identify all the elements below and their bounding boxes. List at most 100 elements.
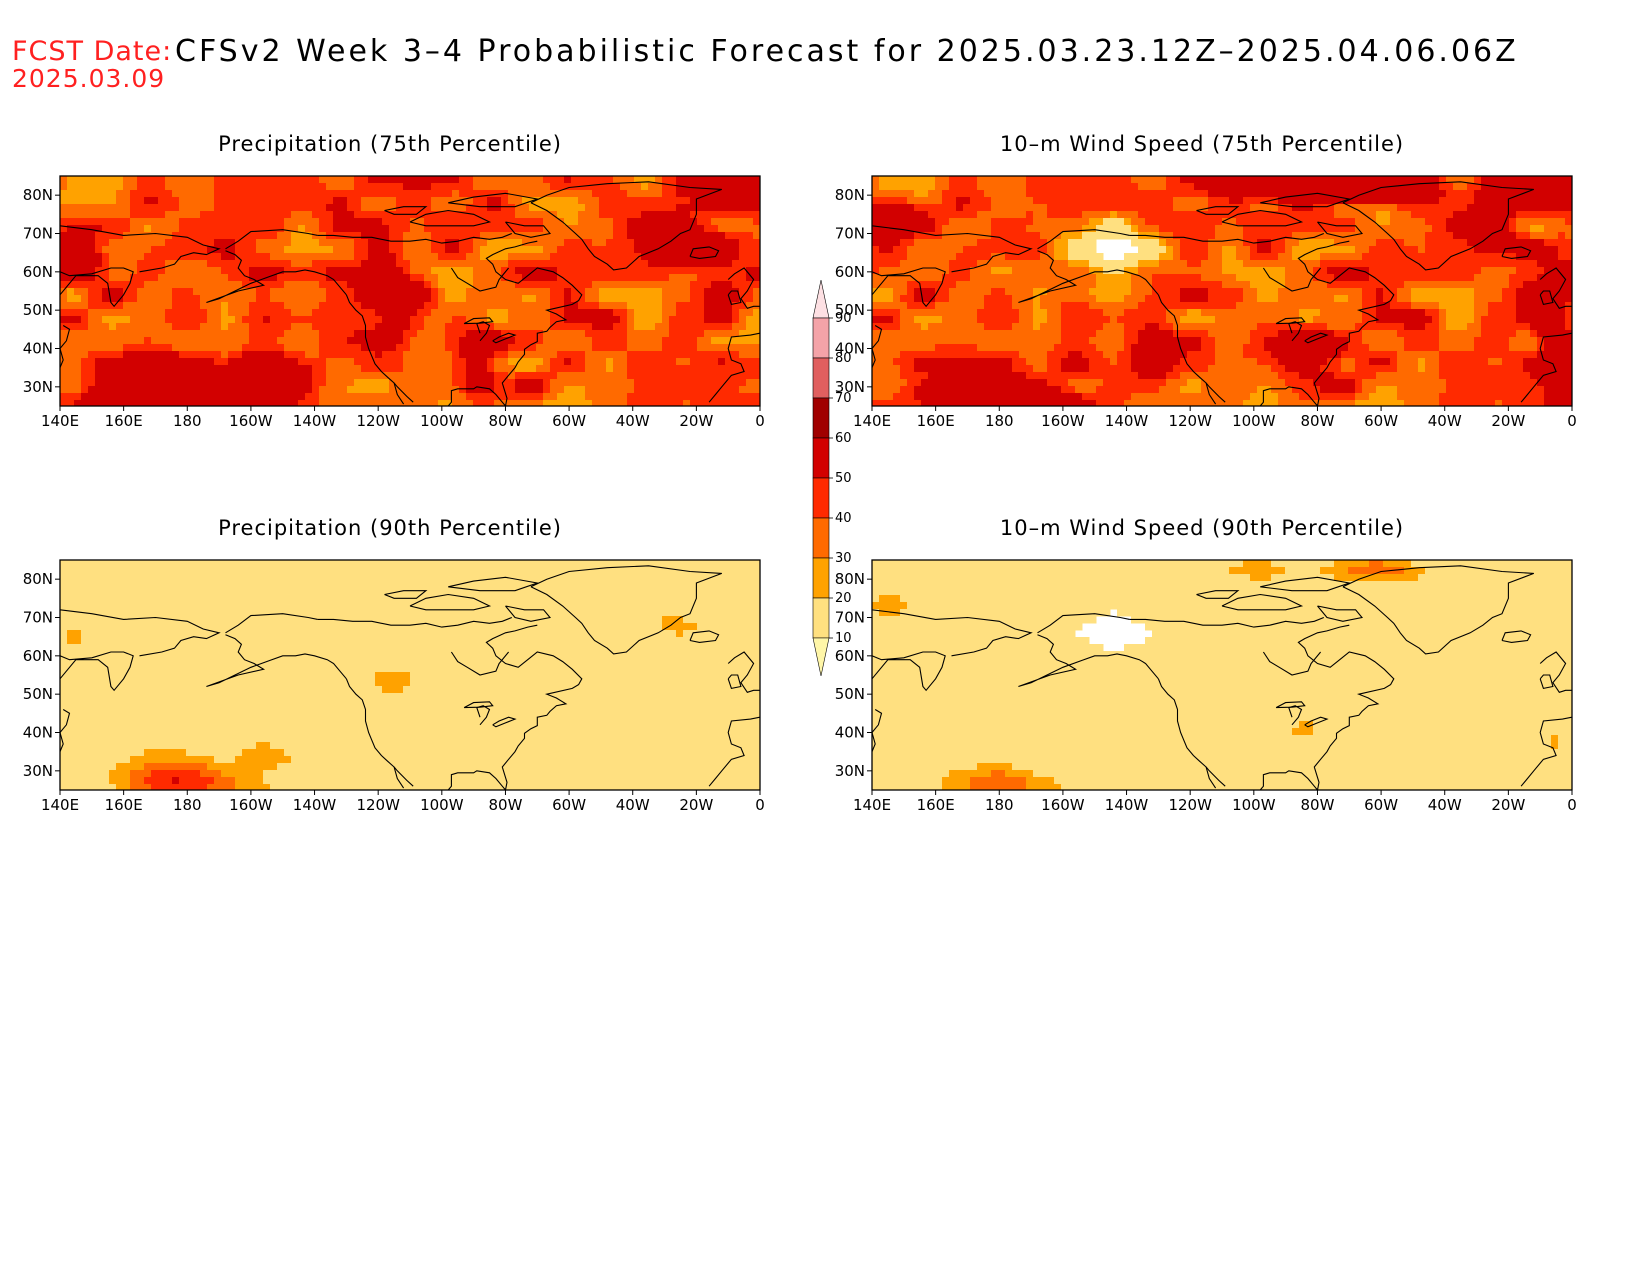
field-cell (725, 351, 733, 359)
field-cell (1152, 176, 1160, 184)
field-cell (361, 218, 369, 226)
field-cell (1047, 365, 1055, 373)
field-cell (410, 302, 418, 310)
field-cell (116, 218, 124, 226)
field-cell (445, 337, 453, 345)
field-cell (613, 225, 621, 233)
field-cell (172, 288, 180, 296)
field-cell (557, 218, 565, 226)
field-cell (991, 211, 999, 219)
field-cell (137, 211, 145, 219)
field-cell (480, 400, 488, 406)
field-cell (977, 393, 985, 401)
field-cell (277, 267, 285, 275)
coastline (60, 225, 221, 273)
field-cell (711, 372, 719, 380)
field-cell (158, 344, 166, 352)
lon-tick-label: 80W (488, 412, 522, 430)
field-cell (1054, 316, 1062, 324)
field-cell (1152, 204, 1160, 212)
field-cell (172, 183, 180, 191)
field-cell (1180, 197, 1188, 205)
field-cell (382, 176, 390, 184)
field-cell (732, 323, 740, 331)
field-cell (683, 176, 691, 184)
field-cell (221, 190, 229, 198)
field-cell (746, 232, 754, 240)
field-cell (123, 358, 131, 366)
field-cell (270, 386, 278, 394)
field-cell (473, 204, 481, 212)
field-cell (60, 316, 68, 324)
field-cell (634, 344, 642, 352)
field-cell (928, 400, 936, 406)
field-cell (641, 358, 649, 366)
field-cell (291, 344, 299, 352)
field-cell (1047, 232, 1055, 240)
field-cell (1117, 330, 1125, 338)
field-cell (284, 253, 292, 261)
field-cell (704, 358, 712, 366)
field-cell (417, 260, 425, 268)
field-cell (375, 393, 383, 401)
field-cell (473, 274, 481, 282)
field-cell (1117, 211, 1125, 219)
field-cell (613, 351, 621, 359)
field-cell (67, 393, 75, 401)
field-cell (270, 393, 278, 401)
field-cell (557, 351, 565, 359)
field-cell (88, 246, 96, 254)
field-cell (718, 323, 726, 331)
field-cell (193, 316, 201, 324)
field-cell (102, 379, 110, 387)
field-cell (123, 295, 131, 303)
field-cell (263, 344, 271, 352)
field-cell (585, 239, 593, 247)
field-cell (487, 400, 495, 406)
field-cell (956, 379, 964, 387)
field-cell (305, 344, 313, 352)
field-cell (606, 246, 614, 254)
field-cell (900, 239, 908, 247)
field-cell (193, 225, 201, 233)
field-cell (697, 183, 705, 191)
field-cell (508, 204, 516, 212)
field-cell (305, 225, 313, 233)
field-cell (438, 232, 446, 240)
field-cell (130, 393, 138, 401)
field-cell (1012, 372, 1020, 380)
field-cell (305, 190, 313, 198)
field-cell (1047, 302, 1055, 310)
field-cell (1068, 183, 1076, 191)
field-cell (214, 330, 222, 338)
field-cell (347, 253, 355, 261)
field-cell (102, 225, 110, 233)
field-cell (88, 288, 96, 296)
field-cell (452, 288, 460, 296)
field-cell (466, 288, 474, 296)
field-cell (179, 365, 187, 373)
field-cell (1124, 176, 1132, 184)
field-cell (200, 253, 208, 261)
field-cell (424, 372, 432, 380)
field-cell (1033, 400, 1041, 406)
field-cell (683, 267, 691, 275)
field-cell (249, 267, 257, 275)
field-cell (214, 393, 222, 401)
field-cell (998, 365, 1006, 373)
field-cell (508, 344, 516, 352)
field-cell (977, 183, 985, 191)
field-cell (368, 302, 376, 310)
field-cell (291, 232, 299, 240)
field-cell (1019, 351, 1027, 359)
field-cell (676, 386, 684, 394)
field-cell (1187, 204, 1195, 212)
field-cell (186, 330, 194, 338)
field-cell (326, 365, 334, 373)
field-cell (592, 309, 600, 317)
field-cell (928, 330, 936, 338)
field-cell (753, 190, 760, 198)
field-cell (1124, 316, 1132, 324)
field-cell (102, 204, 110, 212)
field-cell (669, 379, 677, 387)
